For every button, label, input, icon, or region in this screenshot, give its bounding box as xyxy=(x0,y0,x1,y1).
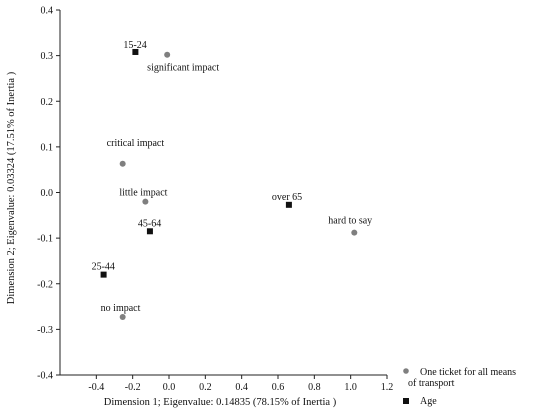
square-marker xyxy=(132,48,139,55)
axes xyxy=(59,10,387,376)
point-label: hard to say xyxy=(328,216,372,227)
circle-marker xyxy=(119,160,126,167)
point-label: significant impact xyxy=(147,63,219,74)
x-tick-label: -0.2 xyxy=(125,382,141,393)
y-tick-label: 0.1 xyxy=(41,142,54,153)
circle-marker xyxy=(164,51,171,58)
y-axis-ticks: 0.4 0.3 0.2 0.1 0.0 -0.1 -0.2 -0.3 -0.4 xyxy=(37,6,60,382)
y-tick-label: -0.3 xyxy=(37,325,53,336)
y-tick-label: -0.2 xyxy=(37,279,53,290)
y-axis-title: Dimension 2; Eigenvalue: 0.03324 (17.51%… xyxy=(6,71,17,304)
legend-circle-marker xyxy=(403,368,409,374)
circle-marker xyxy=(351,229,358,236)
x-tick-label: 0.2 xyxy=(199,382,212,393)
x-tick-label: 1.0 xyxy=(344,382,357,393)
x-axis-title: Dimension 1; Eigenvalue: 0.14835 (78.15%… xyxy=(104,397,337,408)
y-tick-label: 0.3 xyxy=(41,51,54,62)
label-background xyxy=(62,133,268,156)
x-tick-label: 0.0 xyxy=(163,382,176,393)
point-label: over 65 xyxy=(272,192,302,203)
x-tick-label: 0.4 xyxy=(235,382,248,393)
point-label: 15-24 xyxy=(123,40,146,51)
legend: One ticket for all means of transport Age xyxy=(403,367,516,407)
y-tick-label: 0.4 xyxy=(41,6,54,17)
legend-label: One ticket for all means of transport xyxy=(408,367,516,389)
y-tick-label: -0.1 xyxy=(37,234,53,245)
point-label: little impact xyxy=(119,188,167,199)
square-marker xyxy=(146,228,153,235)
circle-marker xyxy=(142,198,149,205)
x-tick-label: 0.8 xyxy=(308,382,321,393)
x-axis-ticks: -0.4 -0.2 0.0 0.2 0.4 0.6 0.8 1.0 1.2 xyxy=(88,375,393,393)
y-tick-label: 0.2 xyxy=(41,97,54,108)
point-label: 45-64 xyxy=(138,218,161,229)
data-points: significant impact critical impact little … xyxy=(62,40,372,321)
y-tick-label: -0.4 xyxy=(37,371,53,382)
legend-label: Age xyxy=(420,396,437,407)
point-label: no impact xyxy=(101,303,141,314)
legend-square-marker xyxy=(403,398,409,404)
y-tick-label: 0.0 xyxy=(41,188,54,199)
square-marker xyxy=(100,271,107,278)
point-label: 25-44 xyxy=(92,262,115,273)
circle-marker xyxy=(119,314,126,321)
point-label: critical impact xyxy=(107,138,165,149)
x-tick-label: 0.6 xyxy=(272,382,285,393)
square-marker xyxy=(285,201,292,208)
x-tick-label: 1.2 xyxy=(381,382,394,393)
x-tick-label: -0.4 xyxy=(88,382,104,393)
